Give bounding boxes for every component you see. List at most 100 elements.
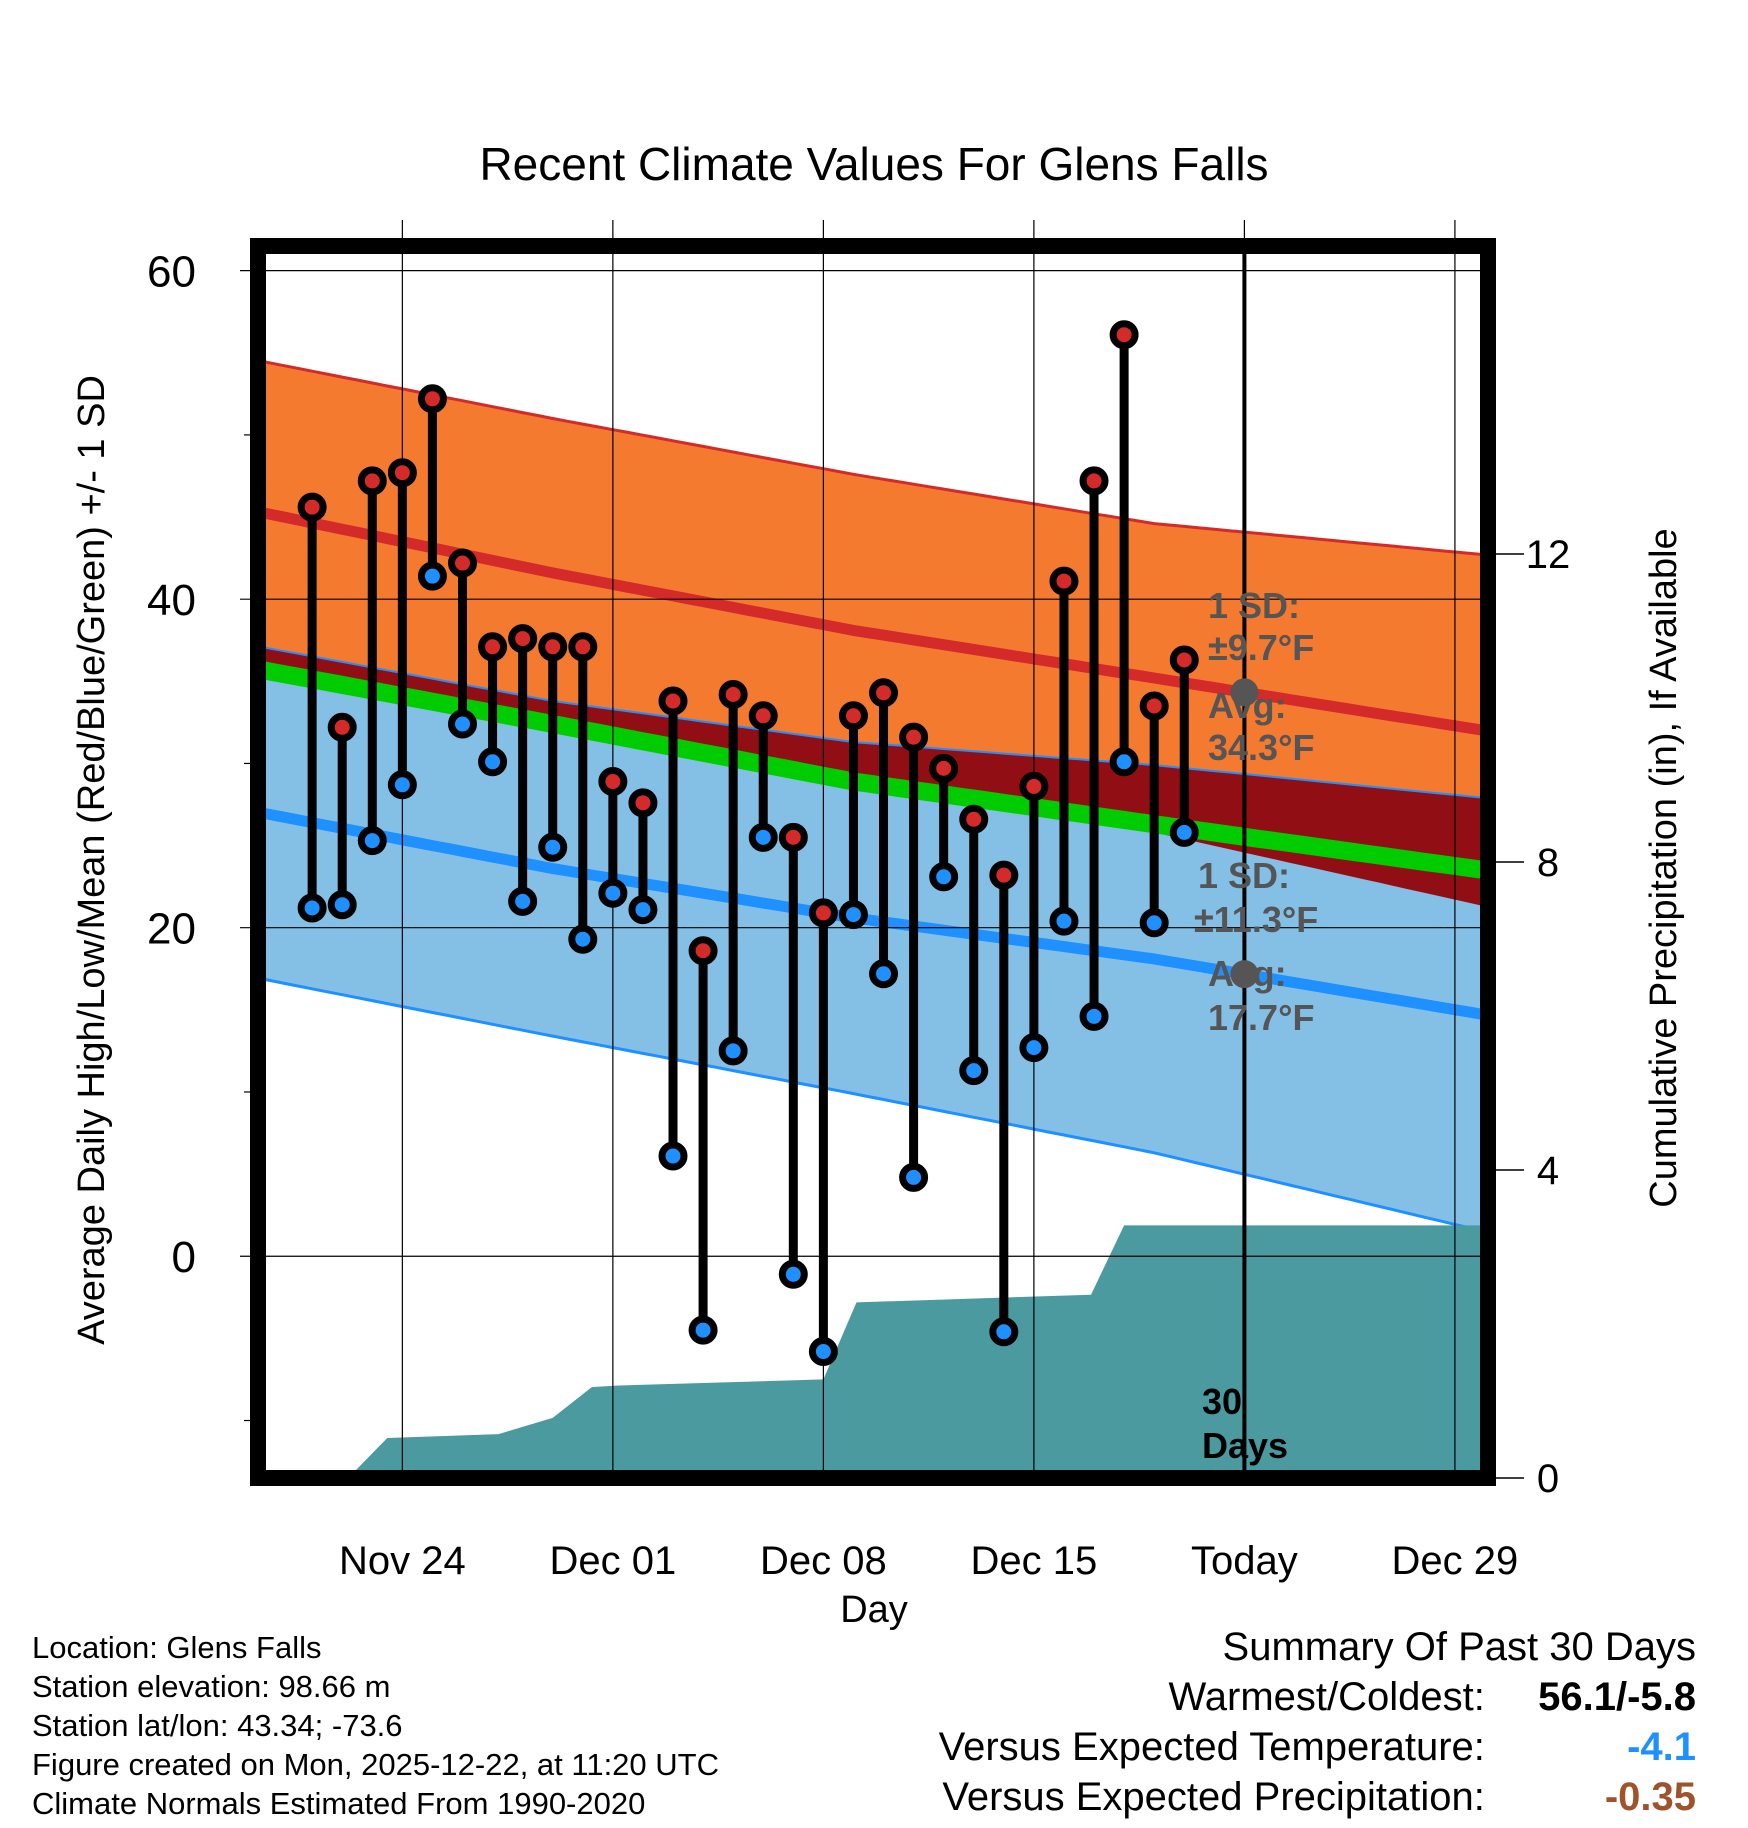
today-high-avg-dot — [1230, 678, 1259, 707]
daily-low-point — [1079, 1001, 1109, 1031]
latlon-text: Station lat/lon: 43.34; -73.6 — [32, 1708, 403, 1743]
daily-high-point — [628, 788, 658, 818]
daily-low-point — [1169, 817, 1199, 847]
x-tick-label: Dec 08 — [760, 1539, 887, 1583]
summary-title: Summary Of Past 30 Days — [1222, 1625, 1696, 1669]
daily-low-point — [478, 747, 508, 777]
daily-high-point — [1079, 466, 1109, 496]
daily-low-point — [718, 1036, 748, 1066]
daily-low-point — [899, 1162, 929, 1192]
precip-tick-label: 8 — [1537, 841, 1559, 885]
low-sd-label: 1 SD: — [1198, 855, 1290, 896]
high-sd-value: ±9.7°F — [1208, 627, 1314, 668]
daily-high-point — [538, 632, 568, 662]
climate-chart: Recent Climate Values For Glens Falls 0 4… — [71, 138, 1685, 1631]
daily-high-point — [1169, 645, 1199, 675]
daily-low-point — [1019, 1033, 1049, 1063]
x-tick-label: Dec 29 — [1392, 1539, 1519, 1583]
precip-value: -0.35 — [1604, 1775, 1696, 1819]
daily-high-point — [869, 678, 899, 708]
daily-low-point — [1049, 906, 1079, 936]
daily-high-point — [447, 548, 477, 578]
daily-high-point — [357, 466, 387, 496]
daily-low-point — [1139, 908, 1169, 938]
today-low-avg-dot — [1230, 960, 1259, 989]
summary-temp: Versus Expected Temperature: -4.1 — [939, 1722, 1696, 1772]
x-tick-label: Today — [1191, 1539, 1298, 1583]
daily-high-point — [838, 701, 868, 731]
y-axis-label-right: Cumulative Precipitation (in), If Availa… — [1643, 528, 1685, 1207]
y-tick-label: 20 — [147, 905, 196, 954]
precip-tick-label: 12 — [1526, 533, 1571, 577]
high-upper-line — [258, 358, 1486, 557]
precip-tick-label: 0 — [1537, 1457, 1559, 1501]
window-label-days: Days — [1202, 1425, 1288, 1466]
warm-cold-value: 56.1/-5.8 — [1538, 1675, 1696, 1719]
daily-low-point — [387, 770, 417, 800]
daily-high-point — [327, 712, 357, 742]
normal-mean-line — [258, 660, 1487, 880]
daily-low-point — [688, 1315, 718, 1345]
daily-low-point — [447, 709, 477, 739]
daily-low-point — [959, 1056, 989, 1086]
daily-high-point — [899, 722, 929, 752]
summary-precip: Versus Expected Precipitation: -0.35 — [939, 1772, 1696, 1822]
daily-high-point — [1109, 320, 1139, 350]
daily-high-point — [478, 632, 508, 662]
daily-low-point — [538, 832, 568, 862]
y-tick-label: 60 — [147, 248, 196, 297]
daily-low-point — [869, 959, 899, 989]
daily-low-point — [628, 895, 658, 925]
daily-high-point — [718, 679, 748, 709]
location-text: Location: Glens Falls — [32, 1630, 322, 1665]
window-label-number: 30 — [1202, 1381, 1242, 1422]
daily-low-point — [1109, 747, 1139, 777]
created-text: Figure created on Mon, 2025-12-22, at 11… — [32, 1747, 719, 1782]
temp-value: -4.1 — [1627, 1725, 1696, 1769]
summary-panel: Summary Of Past 30 Days Warmest/Coldest:… — [939, 1622, 1696, 1822]
high-avg-value: 34.3°F — [1208, 727, 1314, 768]
daily-high-point — [658, 686, 688, 716]
daily-high-point — [1049, 566, 1079, 596]
daily-low-point — [327, 890, 357, 920]
daily-high-point — [297, 492, 327, 522]
daily-low-point — [748, 822, 778, 852]
elevation-text: Station elevation: 98.66 m — [32, 1669, 391, 1704]
y-tick-label: 0 — [172, 1233, 196, 1282]
daily-high-point — [688, 936, 718, 966]
low-lower-line — [258, 976, 1486, 1234]
daily-low-point — [778, 1259, 808, 1289]
daily-high-point — [989, 860, 1019, 890]
high-sd-label: 1 SD: — [1208, 585, 1300, 626]
y-tick-label: 40 — [147, 576, 196, 625]
daily-low-point — [838, 900, 868, 930]
warm-cold-label: Warmest/Coldest: — [1168, 1675, 1485, 1719]
temp-label: Versus Expected Temperature: — [938, 1725, 1485, 1769]
daily-low-point — [929, 862, 959, 892]
station-info: Location: Glens Falls Station elevation:… — [32, 1628, 719, 1823]
precip-label: Versus Expected Precipitation: — [942, 1775, 1485, 1819]
summary-warm-cold: Warmest/Coldest: 56.1/-5.8 — [939, 1672, 1697, 1722]
x-tick-label: Dec 15 — [971, 1539, 1098, 1583]
daily-low-point — [598, 878, 628, 908]
bands-group — [258, 358, 1487, 1478]
daily-high-point — [508, 624, 538, 654]
low-avg-label: Avg: — [1208, 953, 1287, 994]
normal-low-line — [258, 806, 1486, 1021]
precip-tick-label: 4 — [1537, 1149, 1559, 1193]
daily-high-point — [387, 458, 417, 488]
daily-low-point — [808, 1337, 838, 1367]
daily-low-point — [357, 826, 387, 856]
x-tick-label: Nov 24 — [339, 1539, 466, 1583]
daily-high-point — [1019, 771, 1049, 801]
daily-high-point — [748, 701, 778, 731]
chart-title: Recent Climate Values For Glens Falls — [479, 138, 1268, 190]
daily-low-point — [658, 1141, 688, 1171]
plot-frame — [250, 238, 1496, 1486]
y-axis-label-left: Average Daily High/Low/Mean (Red/Blue/Gr… — [71, 375, 113, 1345]
daily-high-point — [1139, 691, 1169, 721]
precip-area — [258, 1225, 1485, 1478]
normals-text: Climate Normals Estimated From 1990-2020 — [32, 1786, 646, 1821]
daily-high-point — [959, 804, 989, 834]
x-axis-label: Day — [840, 1589, 908, 1631]
